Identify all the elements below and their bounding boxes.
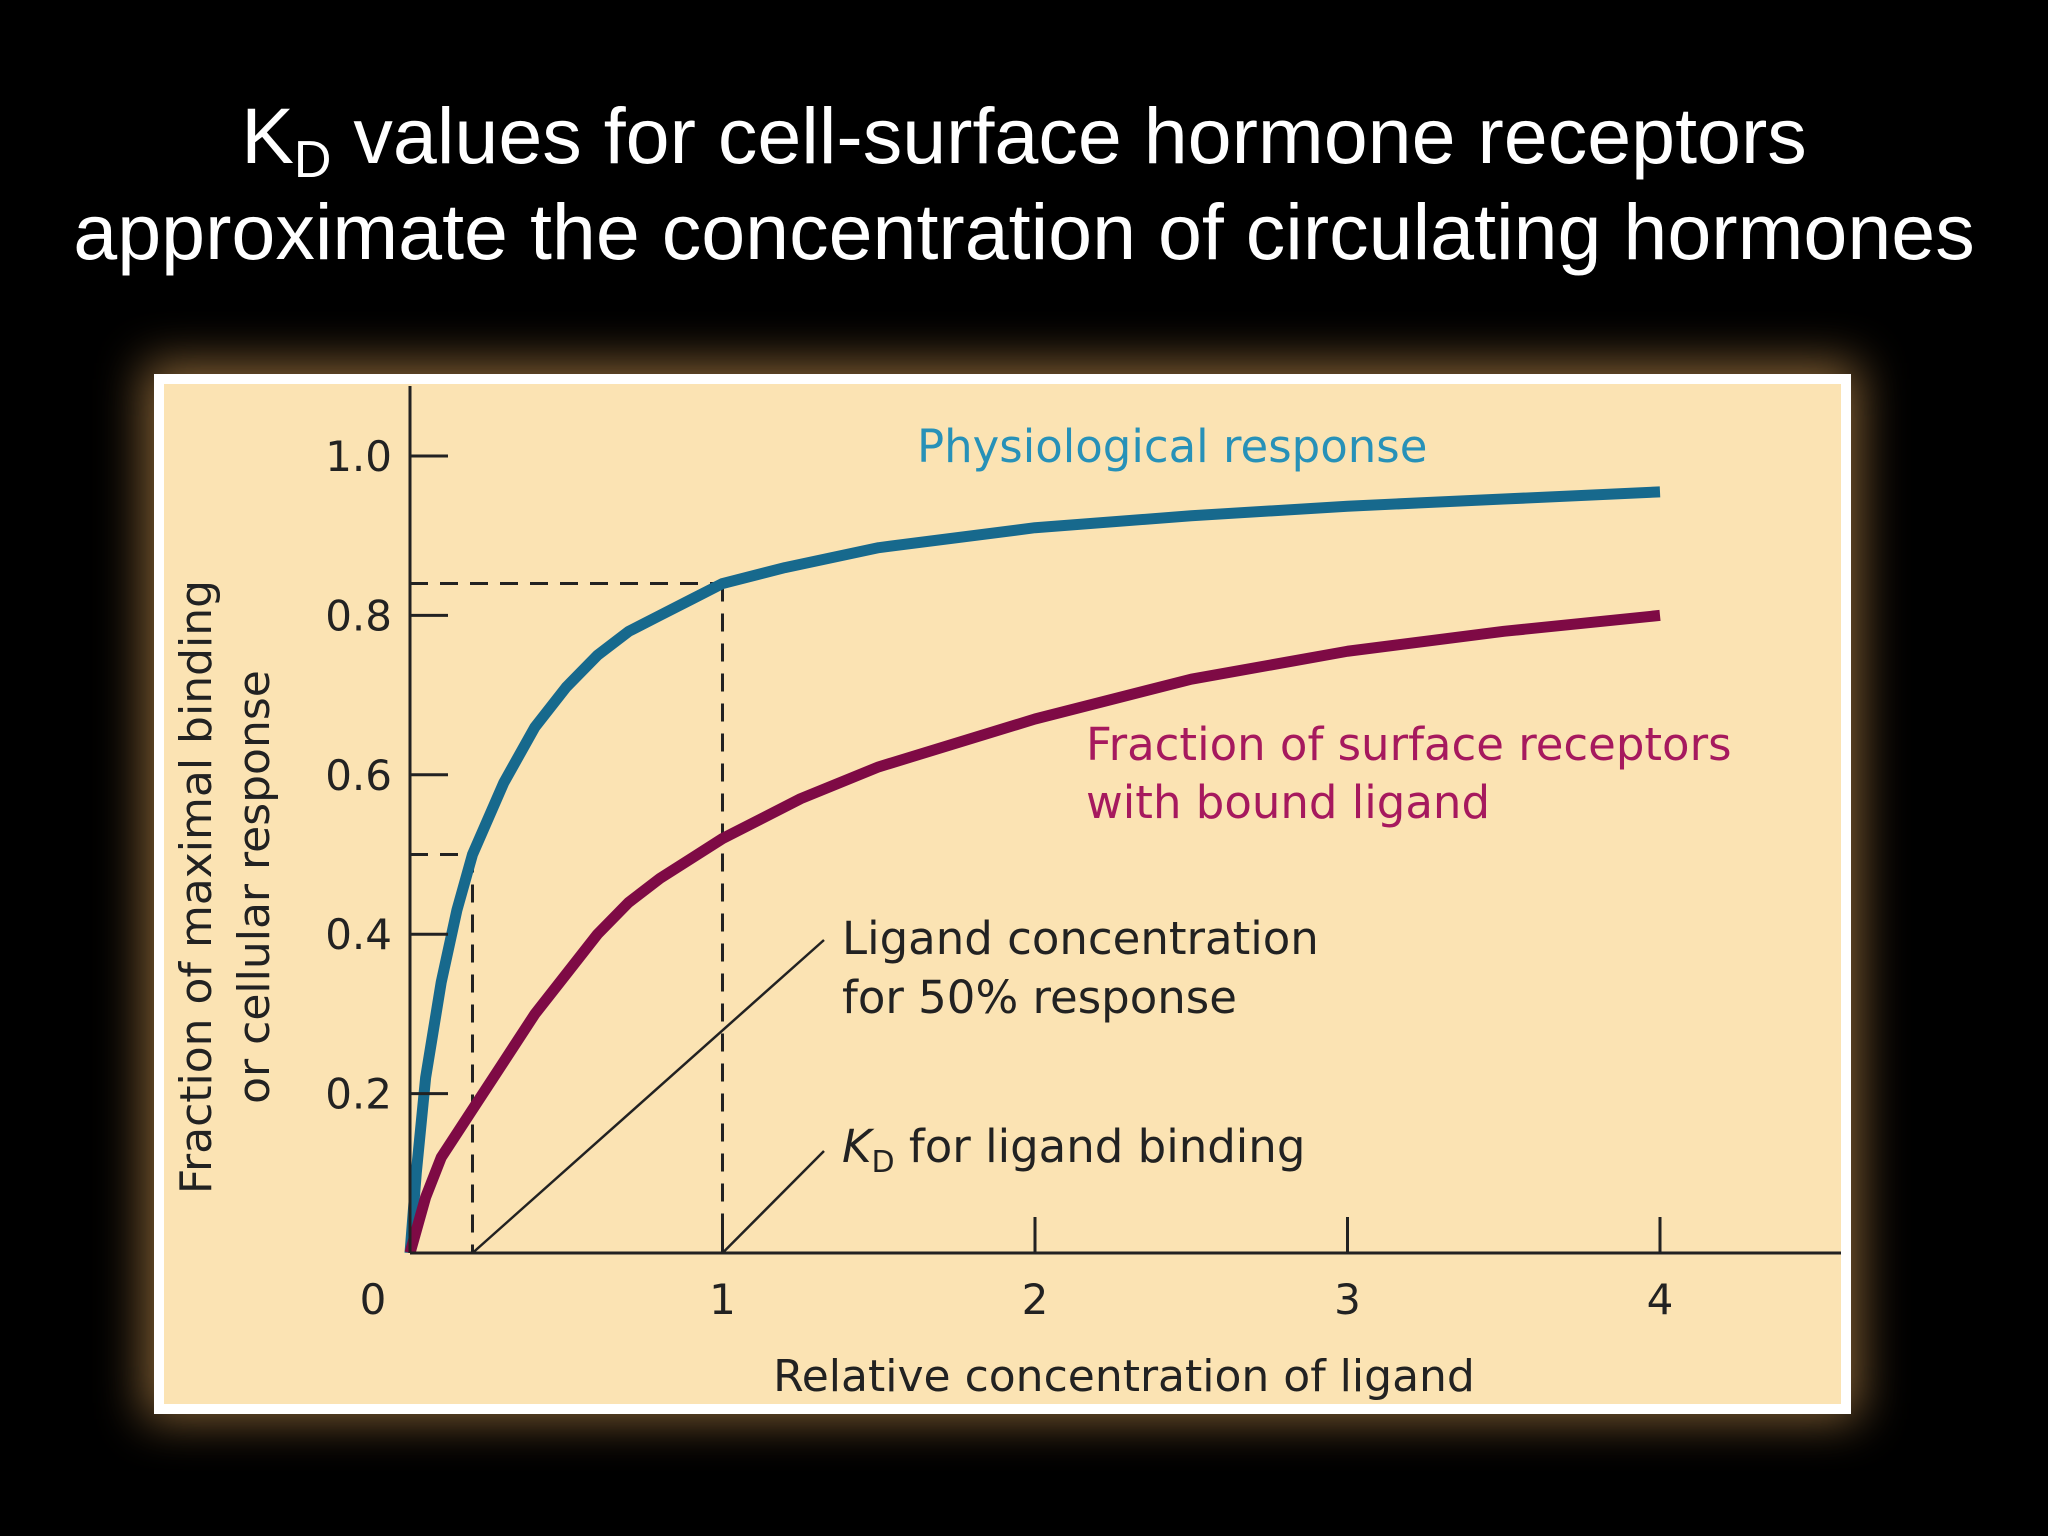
title-line-1-text: values for cell-surface hormone receptor… xyxy=(331,91,1807,180)
series-layer xyxy=(404,486,1661,1255)
x-tick-label: 1 xyxy=(709,1275,736,1324)
series-line-bound-ligand xyxy=(404,609,1661,1255)
annotation-kd-subscript: D xyxy=(872,1145,895,1180)
annotation-leader-lines xyxy=(471,939,825,1254)
title-kd-letter: K xyxy=(241,91,294,180)
x-tick-label: 0 xyxy=(360,1275,387,1324)
title-kd-subscript: D xyxy=(293,131,332,189)
ec50-leader-line xyxy=(471,939,825,1254)
annotation-kd-text: for ligand binding xyxy=(895,1120,1306,1173)
y-axis-label-line-1: Fraction of maximal binding xyxy=(171,580,222,1194)
x-tick-label: 4 xyxy=(1647,1275,1674,1324)
plot-background xyxy=(164,384,1841,1404)
x-tick-label: 2 xyxy=(1022,1275,1049,1324)
series-label-bound-ligand-line-1: Fraction of surface receptors xyxy=(1086,718,1732,771)
title-line-1: KD values for cell-surface hormone recep… xyxy=(0,88,2048,186)
x-tick-label: 3 xyxy=(1334,1275,1361,1324)
y-tick-label: 0.2 xyxy=(325,1070,392,1119)
series-label-bound-ligand-line-2: with bound ligand xyxy=(1086,776,1490,829)
annotation-kd: KD for ligand binding xyxy=(842,1120,1305,1180)
y-tick-label: 0.8 xyxy=(325,591,392,640)
x-axis-label: Relative concentration of ligand xyxy=(773,1351,1475,1402)
tick-labels: 0.2 0.4 0.6 0.8 1.0 0 1 2 3 4 xyxy=(325,432,1673,1324)
y-axis-label-line-2: or cellular response xyxy=(229,670,280,1104)
y-tick-label: 0.6 xyxy=(325,751,392,800)
reference-lines xyxy=(410,582,724,1253)
y-axis-label: Fraction of maximal binding or cellular … xyxy=(171,580,280,1194)
figure-frame: 0.2 0.4 0.6 0.8 1.0 0 1 2 3 4 Relative concentrat… xyxy=(154,374,1851,1414)
kd-leader-line xyxy=(721,1150,825,1254)
title-line-2: approximate the concentration of circula… xyxy=(73,187,1975,276)
y-tick-label: 1.0 xyxy=(325,432,392,481)
annotation-kd-letter: K xyxy=(842,1120,875,1173)
slide-title: KD values for cell-surface hormone recep… xyxy=(0,88,2048,280)
series-label-physiological-response: Physiological response xyxy=(917,420,1427,473)
y-tick-label: 0.4 xyxy=(325,910,392,959)
annotation-ec50-line-1: Ligand concentration xyxy=(842,912,1319,965)
series-line-physiological-response xyxy=(404,486,1661,1254)
annotation-ec50-line-2: for 50% response xyxy=(842,971,1237,1024)
axes xyxy=(408,386,1841,1255)
chart: 0.2 0.4 0.6 0.8 1.0 0 1 2 3 4 Relative concentrat… xyxy=(154,374,1851,1414)
